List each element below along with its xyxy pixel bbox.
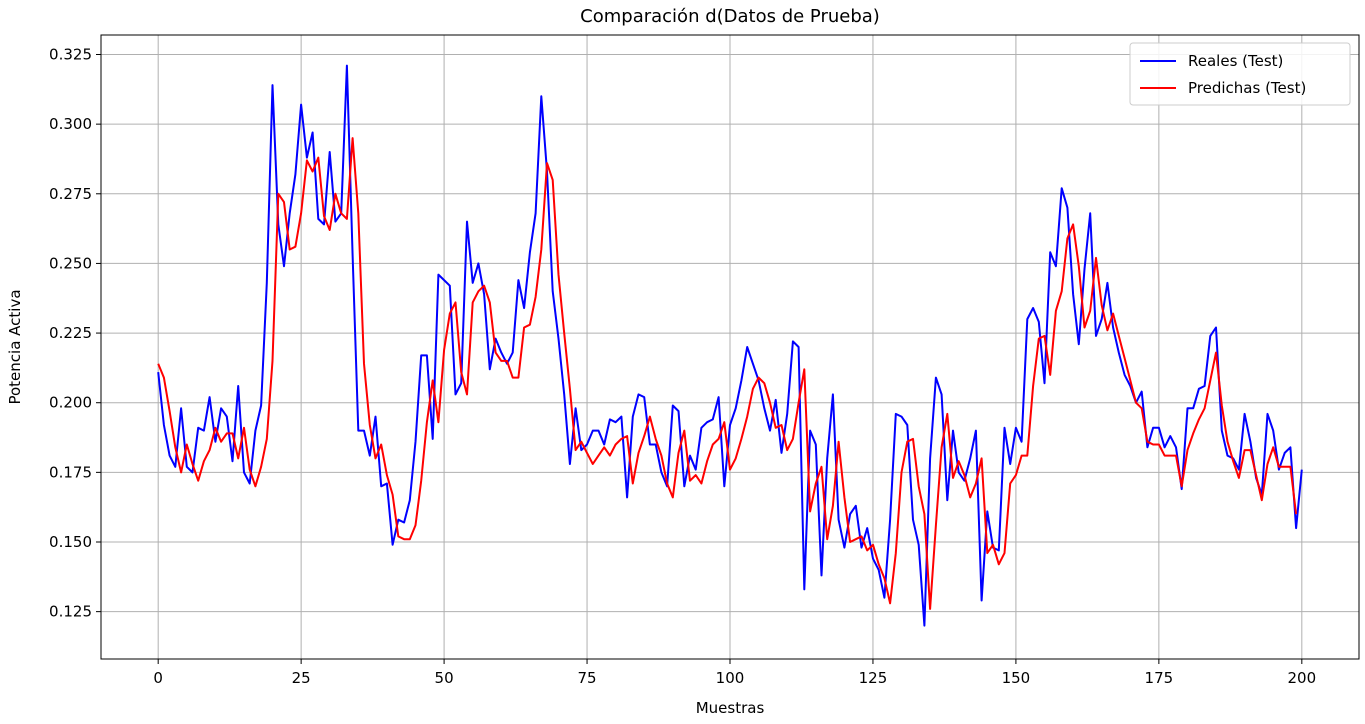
y-tick-label: 0.225 — [49, 324, 92, 342]
y-tick-label: 0.275 — [49, 185, 92, 203]
series-line-reales — [157, 64, 1303, 627]
y-tick-label: 0.250 — [49, 254, 92, 272]
x-tick-label: 100 — [716, 669, 745, 687]
x-axis-ticks: 0 25 50 75 100 125 150 175 200 — [153, 659, 1316, 687]
x-tick-label: 25 — [292, 669, 311, 687]
x-tick-label: 75 — [577, 669, 596, 687]
y-tick-label: 0.200 — [49, 394, 92, 412]
series-line-predichas — [157, 137, 1298, 610]
series-lines — [157, 64, 1303, 627]
x-tick-label: 175 — [1145, 669, 1174, 687]
y-tick-label: 0.175 — [49, 463, 92, 481]
legend: Reales (Test) Predichas (Test) — [1129, 42, 1351, 106]
legend-box — [1129, 42, 1351, 106]
x-axis-label: Muestras — [696, 699, 765, 717]
grid — [101, 35, 1359, 659]
x-tick-label: 150 — [1002, 669, 1031, 687]
legend-label: Predichas (Test) — [1188, 79, 1306, 97]
x-tick-label: 50 — [435, 669, 454, 687]
y-axis-ticks: 0.125 0.150 0.175 0.200 0.225 0.250 0.275 0.300… — [49, 46, 101, 621]
y-tick-label: 0.300 — [49, 115, 92, 133]
y-axis-label: Potencia Activa — [6, 289, 24, 404]
chart-title: Comparación d(Datos de Prueba) — [580, 6, 880, 27]
x-tick-label: 200 — [1287, 669, 1316, 687]
y-tick-label: 0.325 — [49, 46, 92, 64]
y-tick-label: 0.150 — [49, 533, 92, 551]
x-tick-label: 125 — [859, 669, 888, 687]
x-tick-label: 0 — [153, 669, 163, 687]
legend-label: Reales (Test) — [1188, 52, 1283, 70]
y-tick-label: 0.125 — [49, 603, 92, 621]
